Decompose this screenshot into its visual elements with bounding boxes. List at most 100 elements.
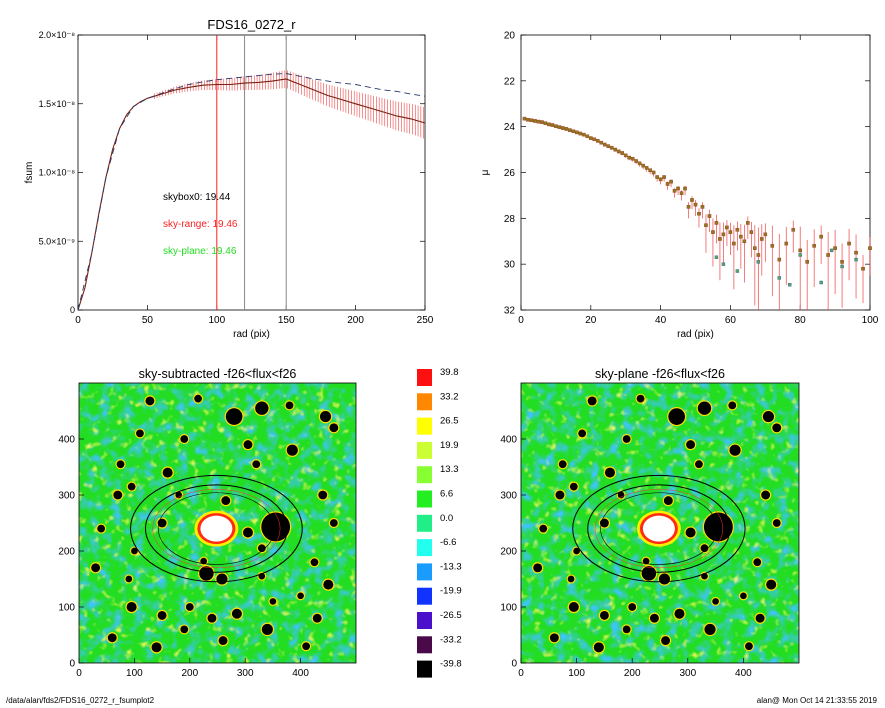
data-point (540, 120, 544, 124)
x-tick-label: 200 (181, 668, 198, 679)
color-scale-label: 26.5 (440, 416, 459, 427)
masked-source (642, 557, 650, 565)
masked-source (329, 519, 338, 527)
map-image (79, 383, 356, 663)
data-point (760, 237, 764, 241)
color-scale-swatch (417, 441, 432, 459)
masked-source (604, 467, 615, 478)
data-point (585, 134, 590, 139)
masked-source (200, 557, 207, 565)
masked-source (539, 524, 548, 533)
data-point (669, 179, 673, 184)
masked-source (762, 411, 774, 423)
masked-source (194, 394, 202, 403)
masked-source (126, 602, 137, 612)
y-tick-label: 100 (500, 603, 517, 614)
data-point (763, 232, 768, 237)
masked-source (175, 491, 183, 499)
data-point (658, 177, 663, 182)
masked-source (772, 519, 781, 527)
y-tick-label: 32 (504, 306, 516, 317)
data-point (679, 191, 684, 195)
masked-source (318, 490, 328, 500)
data-point (529, 118, 534, 123)
footer-timestamp: alan@ Mon Oct 14 21:33:55 2019 (756, 696, 877, 705)
x-tick-label: 400 (292, 668, 309, 679)
data-point (749, 230, 754, 234)
y-tick-label: 26 (504, 168, 516, 179)
data-point (557, 125, 562, 129)
masked-source (297, 592, 304, 600)
color-scale-swatch (417, 563, 432, 581)
x-tick-label: 50 (142, 315, 154, 326)
color-scale-label: -33.2 (440, 634, 462, 645)
x-tick-label: 100 (568, 668, 585, 679)
x-tick-label: 400 (735, 668, 752, 679)
color-scale-swatch (417, 660, 432, 678)
x-tick-label: 200 (624, 668, 641, 679)
plot-frame (520, 34, 871, 311)
data-point (704, 223, 708, 228)
data-point (791, 227, 796, 232)
masked-source (674, 608, 685, 619)
galaxy-core (200, 515, 233, 542)
data-point (784, 241, 789, 246)
masked-source (107, 633, 117, 643)
masked-source (567, 575, 575, 583)
data-point (840, 260, 844, 264)
masked-source (329, 423, 339, 433)
aperture-ellipse (600, 492, 718, 565)
masked-source (599, 518, 609, 528)
data-point (634, 159, 638, 163)
x-tick-label: 250 (417, 315, 434, 326)
data-point (554, 124, 558, 129)
data-point (746, 221, 750, 225)
y-tick-label: 300 (500, 491, 517, 502)
y-tick-label: 0 (511, 659, 517, 670)
masked-source (225, 408, 243, 425)
data-point (533, 119, 537, 123)
map-image (521, 383, 799, 663)
data-point (609, 145, 614, 150)
masked-source (286, 444, 298, 456)
x-tick-label: 60 (725, 315, 737, 326)
data-point (725, 225, 729, 230)
data-point-sky-plane (714, 255, 719, 259)
masked-source (622, 625, 631, 634)
data-point (728, 230, 733, 234)
aperture-ellipse (130, 474, 303, 583)
x-axis-label: rad (pix) (233, 329, 270, 340)
masked-source (668, 408, 686, 425)
masked-source (116, 460, 125, 469)
data-point-sky-plane (854, 257, 858, 262)
fsum-profile-panel: 0 50 100 150 200 250 0 5.0×10⁻⁹ 1.0×10⁻⁸ 1.5×10⁻⁸… (24, 17, 434, 340)
aperture-ellipse-red (152, 489, 281, 569)
masked-source (319, 411, 332, 423)
masked-source (243, 440, 253, 450)
series-solid-line (77, 78, 426, 311)
masked-source (745, 642, 753, 651)
masked-source (703, 512, 733, 542)
masked-source (180, 625, 189, 634)
masked-source (199, 566, 214, 581)
y-tick-label: 300 (58, 491, 75, 502)
x-tick-label: 0 (518, 668, 524, 679)
data-point (676, 186, 680, 191)
data-point (854, 250, 858, 255)
masked-source (255, 401, 269, 415)
data-point (665, 182, 670, 186)
masked-source (729, 444, 741, 456)
y-tick-label: 5.0×10⁻⁹ (39, 236, 76, 246)
color-scale-swatch (417, 417, 432, 435)
data-point (847, 241, 851, 246)
data-point (739, 234, 743, 239)
x-tick-label: 0 (76, 668, 82, 679)
masked-source (704, 623, 716, 635)
masked-source (663, 496, 673, 506)
aperture-ellipse (144, 484, 288, 573)
masked-source (641, 566, 657, 581)
masked-source (549, 633, 559, 643)
color-scale-swatch (417, 393, 432, 411)
masked-source (310, 558, 319, 567)
x-tick-label: 0 (75, 315, 81, 326)
